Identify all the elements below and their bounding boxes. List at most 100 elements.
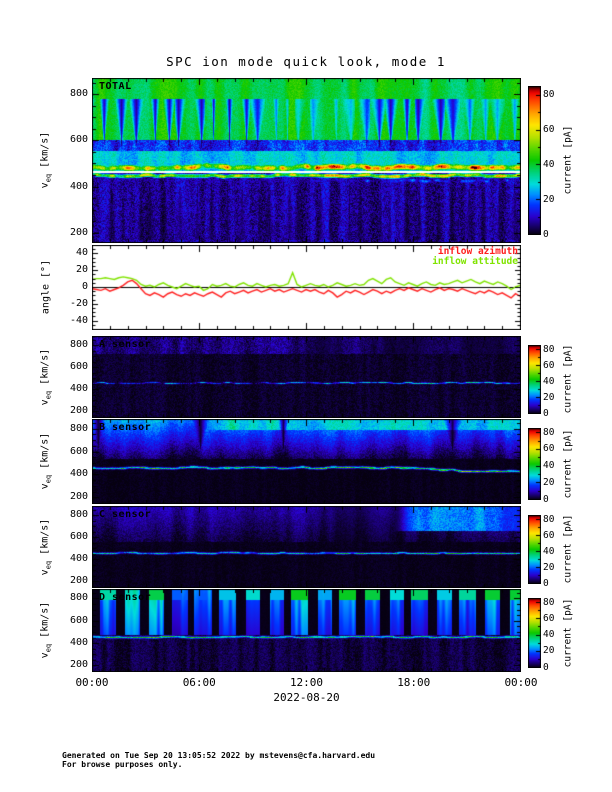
y-tick-label-angle--40: -40 (69, 314, 88, 326)
y-tick-label-a-800: 800 (69, 339, 88, 351)
spectrogram-panel-a-sensor: A sensor (92, 336, 521, 418)
spectrogram-canvas-a-sensor (92, 336, 521, 418)
y-axis-label-main: v (39, 182, 51, 189)
colorbar-canvas-c-sensor (528, 515, 541, 584)
colorbar-tick-label-a-80: 80 (543, 343, 555, 355)
colorbar-tick-label-b-0: 0 (543, 493, 549, 505)
colorbar-canvas-total (528, 86, 541, 235)
colorbar-canvas-b-sensor (528, 428, 541, 500)
y-axis-label-unit: [km/s] (39, 348, 51, 391)
colorbar-tick-label-b-60: 60 (543, 443, 555, 455)
y-tick-label-b-600: 600 (69, 445, 88, 457)
y-axis-label-main: v (39, 399, 51, 406)
x-tick-label-1: 06:00 (182, 676, 216, 689)
y-tick-label-angle-20: 20 (75, 264, 88, 276)
footer-browse-line: For browse purposes only. (62, 760, 183, 769)
y-axis-label-a-sensor: veq [km/s] (40, 349, 53, 406)
y-tick-label-a-200: 200 (69, 405, 88, 417)
y-tick-label-c-800: 800 (69, 509, 88, 521)
y-tick-label-b-400: 400 (69, 468, 88, 480)
colorbar-tick-label-total-40: 40 (543, 158, 555, 170)
y-tick-label-d-200: 200 (69, 659, 88, 671)
colorbar-d-sensor (528, 598, 541, 668)
y-tick-label-a-600: 600 (69, 361, 88, 373)
legend-inflow-azimuth: inflow azimuth (437, 246, 518, 257)
angle-panel (92, 245, 521, 330)
colorbar-tick-label-total-0: 0 (543, 228, 549, 240)
panel-label-total: TOTAL (99, 81, 132, 92)
y-axis-label-main: v (39, 483, 51, 490)
colorbar-tick-label-d-80: 80 (543, 596, 555, 608)
y-tick-label-b-800: 800 (69, 422, 88, 434)
spectrogram-canvas-b-sensor (92, 419, 521, 504)
colorbar-tick-label-a-60: 60 (543, 359, 555, 371)
colorbar-tick-label-d-20: 20 (543, 645, 555, 657)
spectrogram-canvas-total (92, 78, 521, 243)
colorbar-a-sensor (528, 345, 541, 414)
colorbar-tick-label-c-60: 60 (543, 529, 555, 541)
colorbar-tick-label-d-60: 60 (543, 612, 555, 624)
x-tick-label-3: 18:00 (397, 676, 431, 689)
y-tick-label-b-200: 200 (69, 491, 88, 503)
colorbar-tick-label-c-80: 80 (543, 513, 555, 525)
colorbar-total (528, 86, 541, 235)
y-tick-label-d-800: 800 (69, 592, 88, 604)
y-axis-label-angle: angle [°] (40, 259, 52, 315)
y-tick-label-a-400: 400 (69, 383, 88, 395)
panel-label-b-sensor: B sensor (99, 422, 152, 433)
y-tick-label-total-200: 200 (69, 226, 88, 238)
x-axis-date-label: 2022-08-20 (273, 691, 340, 704)
y-axis-label-sub: eq (44, 390, 53, 400)
colorbar-tick-label-total-60: 60 (543, 124, 555, 136)
y-tick-label-c-200: 200 (69, 575, 88, 587)
y-axis-label-b-sensor: veq [km/s] (40, 433, 53, 490)
y-tick-label-d-400: 400 (69, 637, 88, 649)
y-tick-label-c-400: 400 (69, 553, 88, 565)
panel-label-d-sensor: D sensor (99, 592, 152, 603)
colorbar-tick-label-b-20: 20 (543, 476, 555, 488)
x-tick-label-2: 12:00 (289, 676, 324, 689)
y-axis-label-unit: [km/s] (39, 601, 51, 644)
legend-inflow-attitude: inflow attitude (432, 256, 518, 267)
spectrogram-panel-d-sensor: D sensor (92, 589, 521, 672)
spectrogram-canvas-c-sensor (92, 506, 521, 588)
footer-generated-line: Generated on Tue Sep 20 13:05:52 2022 by… (62, 751, 376, 760)
x-tick-label-4: 00:00 (504, 676, 538, 689)
colorbar-c-sensor (528, 515, 541, 584)
y-axis-label-sub: eq (44, 474, 53, 484)
y-axis-label-sub: eq (44, 173, 53, 183)
panel-label-c-sensor: C sensor (99, 509, 152, 520)
y-axis-label-total: veq [km/s] (40, 132, 53, 189)
colorbar-tick-label-c-0: 0 (543, 577, 549, 589)
y-axis-label-main: v (39, 652, 51, 659)
colorbar-tick-label-d-40: 40 (543, 629, 555, 641)
y-axis-label-c-sensor: veq [km/s] (40, 519, 53, 576)
y-axis-label-sub: eq (44, 560, 53, 570)
spectrogram-panel-c-sensor: C sensor (92, 506, 521, 588)
y-tick-label-c-600: 600 (69, 531, 88, 543)
colorbar-tick-label-a-40: 40 (543, 375, 555, 387)
y-tick-label-angle-40: 40 (75, 247, 88, 259)
y-axis-label-unit: [km/s] (39, 131, 51, 174)
colorbar-tick-label-b-40: 40 (543, 460, 555, 472)
panel-label-a-sensor: A sensor (99, 339, 152, 350)
colorbar-tick-label-d-0: 0 (543, 661, 549, 673)
spectrogram-panel-b-sensor: B sensor (92, 419, 521, 504)
colorbar-tick-label-a-20: 20 (543, 391, 555, 403)
colorbar-tick-label-total-80: 80 (543, 89, 555, 101)
spectrogram-panel-total: TOTAL (92, 78, 521, 243)
colorbar-canvas-d-sensor (528, 598, 541, 668)
colorbar-canvas-a-sensor (528, 345, 541, 414)
y-axis-label-sub: eq (44, 643, 53, 653)
x-tick-label-0: 00:00 (75, 676, 109, 689)
y-tick-label-angle--20: -20 (69, 297, 88, 309)
y-axis-label-unit: [km/s] (39, 432, 51, 475)
y-tick-label-d-600: 600 (69, 614, 88, 626)
plot-title: SPC ion mode quick look, mode 1 (166, 54, 446, 69)
y-tick-label-total-800: 800 (69, 88, 88, 100)
y-axis-label-d-sensor: veq [km/s] (40, 602, 53, 659)
y-tick-label-angle-0: 0 (81, 281, 88, 292)
angle-canvas (92, 245, 521, 330)
y-axis-label-unit: [km/s] (39, 518, 51, 561)
